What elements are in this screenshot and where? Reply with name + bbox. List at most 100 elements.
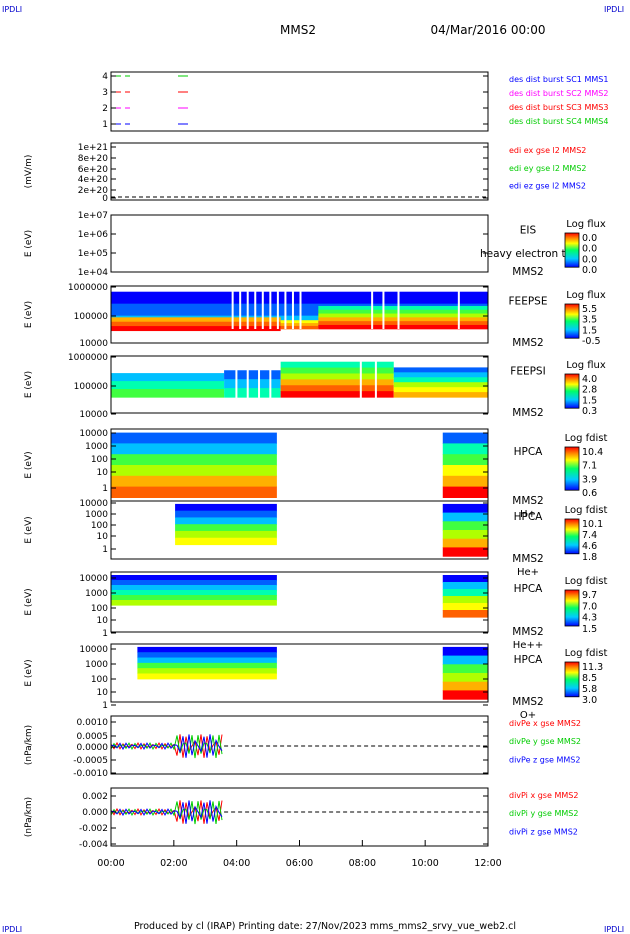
series-divpi-2 xyxy=(110,800,223,824)
heatmap-cell xyxy=(111,328,281,332)
legend-entry: divPi y gse MMS2 xyxy=(509,809,578,818)
data-gap xyxy=(299,288,302,329)
heatmap-cell xyxy=(442,486,488,498)
legend-entry: divPe z gse MMS2 xyxy=(509,755,580,764)
heatmap-cell xyxy=(442,443,488,455)
ytick-label: 1e+06 xyxy=(78,230,109,240)
heatmap-cell xyxy=(442,603,488,611)
corner-label-br: IPDLI xyxy=(604,925,624,934)
heatmap-cell xyxy=(318,317,488,322)
colorbar-tick: 11.3 xyxy=(582,662,603,673)
series-divpe-2 xyxy=(110,734,223,758)
heatmap-cell xyxy=(137,662,277,669)
colorbar-title: Log flux xyxy=(566,290,606,301)
ytick-label: 6e+20 xyxy=(78,165,109,175)
heatmap-cell xyxy=(442,690,488,700)
data-gap xyxy=(246,358,249,399)
data-gap xyxy=(235,358,238,399)
heatmap-cell xyxy=(442,596,488,604)
spacecraft-label: MMS2 xyxy=(512,553,543,565)
colorbar-tick: 1.5 xyxy=(582,395,597,406)
colorbar-tick: 0.3 xyxy=(582,406,597,417)
colorbar-tick: 7.4 xyxy=(582,530,597,541)
footer-text: Produced by cl (IRAP) Printing date: 27/… xyxy=(134,921,516,932)
data-gap xyxy=(269,358,272,399)
ytick-label: 4 xyxy=(102,72,108,82)
ytick-label: 1000 xyxy=(85,660,108,670)
colorbar-title: Log flux xyxy=(566,360,606,371)
heatmap-cell xyxy=(224,374,281,380)
heatmap-cell xyxy=(224,379,281,385)
heatmap-cell xyxy=(137,668,277,675)
colorbar xyxy=(564,373,580,409)
heatmap-cell xyxy=(111,319,281,323)
colorbar-tick: 1.5 xyxy=(582,624,597,635)
heatmap-cell xyxy=(280,367,394,375)
ytick-label: 0.0005 xyxy=(77,732,109,742)
data-gap xyxy=(276,288,279,329)
ylabel: E (eV) xyxy=(24,516,34,543)
ytick-label: 10 xyxy=(97,532,109,542)
heatmap-cell xyxy=(137,673,277,680)
panel-frame xyxy=(110,214,489,273)
ytick-label: 1 xyxy=(102,629,108,639)
legend-entry: edi ex gse l2 MMS2 xyxy=(509,146,586,155)
heatmap-cell xyxy=(137,646,277,653)
heatmap-cell xyxy=(111,321,281,325)
heatmap-cell xyxy=(111,595,277,601)
legend-entry: des dist burst SC2 MMS2 xyxy=(509,89,608,98)
panel-frame xyxy=(110,787,489,847)
colorbar-tick: 3.5 xyxy=(582,315,597,326)
spacecraft-label: MMS2 xyxy=(512,337,543,349)
heatmap-cell xyxy=(280,391,394,398)
heatmap-cell xyxy=(393,387,488,393)
corner-label-tr: IPDLI xyxy=(604,5,624,14)
heatmap-cell xyxy=(111,323,281,327)
heatmap-cell xyxy=(224,388,281,394)
heatmap-cell xyxy=(111,393,225,398)
species-label: He+ xyxy=(517,567,539,578)
heatmap-cell xyxy=(442,465,488,477)
panel-frame xyxy=(110,355,489,414)
heatmap-cell xyxy=(442,512,488,522)
heatmap-cell xyxy=(442,681,488,691)
colorbar xyxy=(564,232,580,268)
panel-frame xyxy=(110,285,489,344)
heatmap-cell xyxy=(111,373,225,378)
panel-frame xyxy=(110,142,489,201)
species-label: O+ xyxy=(520,710,536,721)
heatmap-cell xyxy=(393,372,488,378)
data-gap xyxy=(291,288,294,329)
data-gap xyxy=(397,288,400,329)
colorbar-tick: 1.5 xyxy=(582,325,597,336)
heatmap-cell xyxy=(442,530,488,540)
ytick-label: 4e+20 xyxy=(78,175,109,185)
ytick-label: 1000 xyxy=(85,510,108,520)
heatmap-cell xyxy=(111,389,225,394)
instrument-label: HPCA xyxy=(514,511,544,523)
heatmap-cell xyxy=(442,655,488,665)
colorbar-title: Log flux xyxy=(566,219,606,230)
ylabel: E (eV) xyxy=(24,451,34,478)
heatmap-cell xyxy=(442,610,488,618)
colorbar-tick: 0.0 xyxy=(582,254,597,265)
heatmap-cell xyxy=(280,385,394,392)
heatmap-cell xyxy=(442,454,488,466)
ytick-label: 1e+04 xyxy=(78,268,109,278)
xtick-label: 04:00 xyxy=(223,858,250,869)
ytick-label: 10 xyxy=(97,688,109,698)
ytick-label: 1000000 xyxy=(68,283,108,293)
panel-frame xyxy=(110,71,489,132)
colorbar-tick: 0.0 xyxy=(582,233,597,244)
spacecraft-label: MMS2 xyxy=(512,495,543,507)
heatmap-cell xyxy=(442,582,488,590)
xtick-label: 02:00 xyxy=(160,858,187,869)
heatmap-cell xyxy=(111,600,277,606)
panel-hpca-he2: 10000 1000 100 10 1 E (eV) HPCA MMS2 He++ Log fdi… xyxy=(24,571,607,651)
panel-frame xyxy=(110,571,489,633)
instrument-label: HPCA xyxy=(514,654,544,666)
ylabel: (nPa/km) xyxy=(24,797,34,837)
